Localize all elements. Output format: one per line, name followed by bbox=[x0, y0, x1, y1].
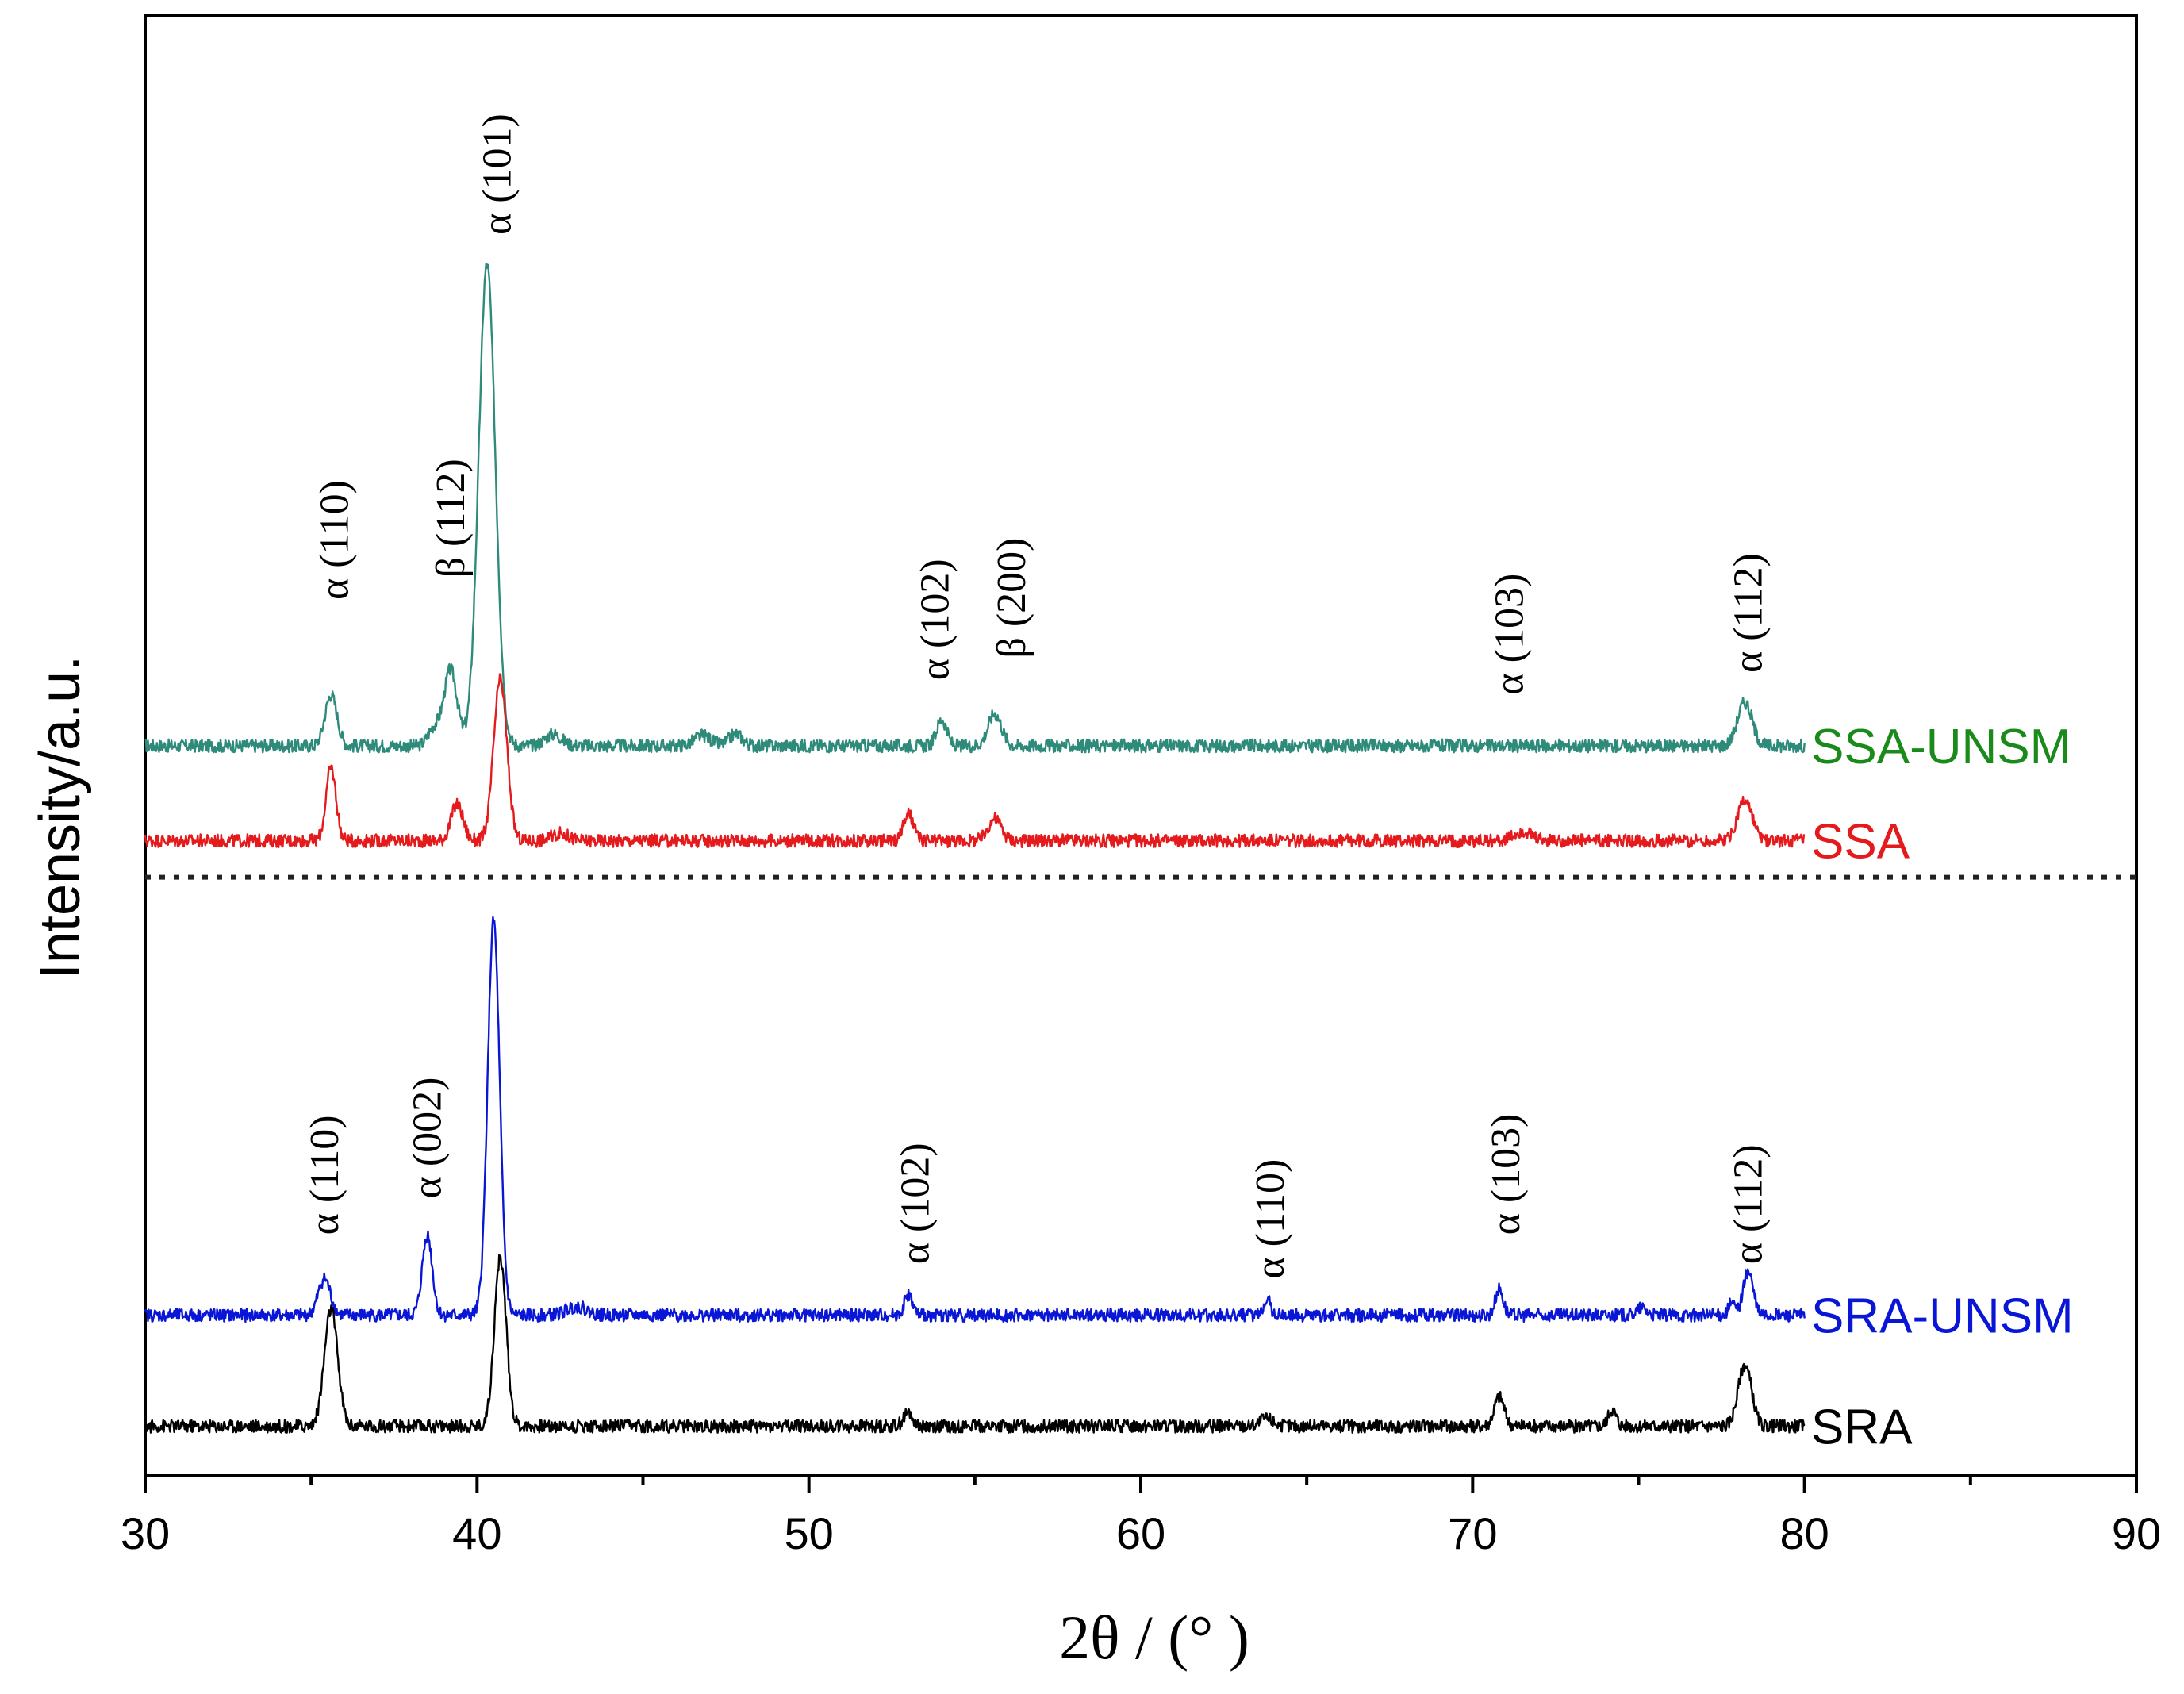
x-tick-label: 90 bbox=[2112, 1508, 2161, 1558]
peak-annotation: α (002) bbox=[405, 1077, 451, 1199]
series-line-sra bbox=[144, 1254, 1806, 1434]
x-tick-label: 70 bbox=[1448, 1508, 1497, 1558]
x-tick-label: 80 bbox=[1780, 1508, 1829, 1558]
peak-annotation: β (200) bbox=[989, 538, 1034, 659]
x-tick-label: 50 bbox=[785, 1508, 834, 1558]
peak-annotation: α (110) bbox=[1248, 1159, 1293, 1279]
peak-annotation: α (103) bbox=[1484, 1114, 1529, 1235]
peak-annotation: α (103) bbox=[1487, 574, 1532, 695]
x-axis: 30 40 50 60 70 80 90 bbox=[121, 1476, 2161, 1558]
peak-annotation: α (101) bbox=[474, 113, 520, 235]
series-line-sra-unsm bbox=[144, 916, 1806, 1323]
x-tick-label: 40 bbox=[452, 1508, 501, 1558]
peak-annotation: α (110) bbox=[302, 1115, 347, 1235]
peak-annotation: α (102) bbox=[893, 1143, 938, 1264]
series-line-ssa bbox=[144, 673, 1806, 849]
series-line-ssa-unsm bbox=[144, 263, 1806, 754]
series-label-sra: SRA bbox=[1811, 1400, 1913, 1454]
x-axis-label: 2θ / (° ) bbox=[1059, 1603, 1249, 1672]
series-label-ssa-unsm: SSA-UNSM bbox=[1811, 720, 2071, 774]
y-axis-label: Intensity/a.u. bbox=[29, 655, 92, 979]
series-label-sra-unsm: SRA-UNSM bbox=[1811, 1289, 2074, 1344]
peak-annotation: α (102) bbox=[913, 559, 958, 680]
series-label-ssa: SSA bbox=[1811, 815, 1910, 870]
peak-annotation: α (112) bbox=[1726, 1144, 1771, 1264]
peak-annotation: α (112) bbox=[1726, 553, 1771, 673]
plot-area: SSA-UNSM SSA SRA-UNSM SRA α (110) β (112) α (1… bbox=[144, 14, 2138, 1477]
peak-annotation: β (112) bbox=[428, 459, 474, 578]
x-tick-label: 60 bbox=[1116, 1508, 1165, 1558]
peak-annotation: α (110) bbox=[313, 480, 358, 600]
x-tick-label: 30 bbox=[121, 1508, 170, 1558]
